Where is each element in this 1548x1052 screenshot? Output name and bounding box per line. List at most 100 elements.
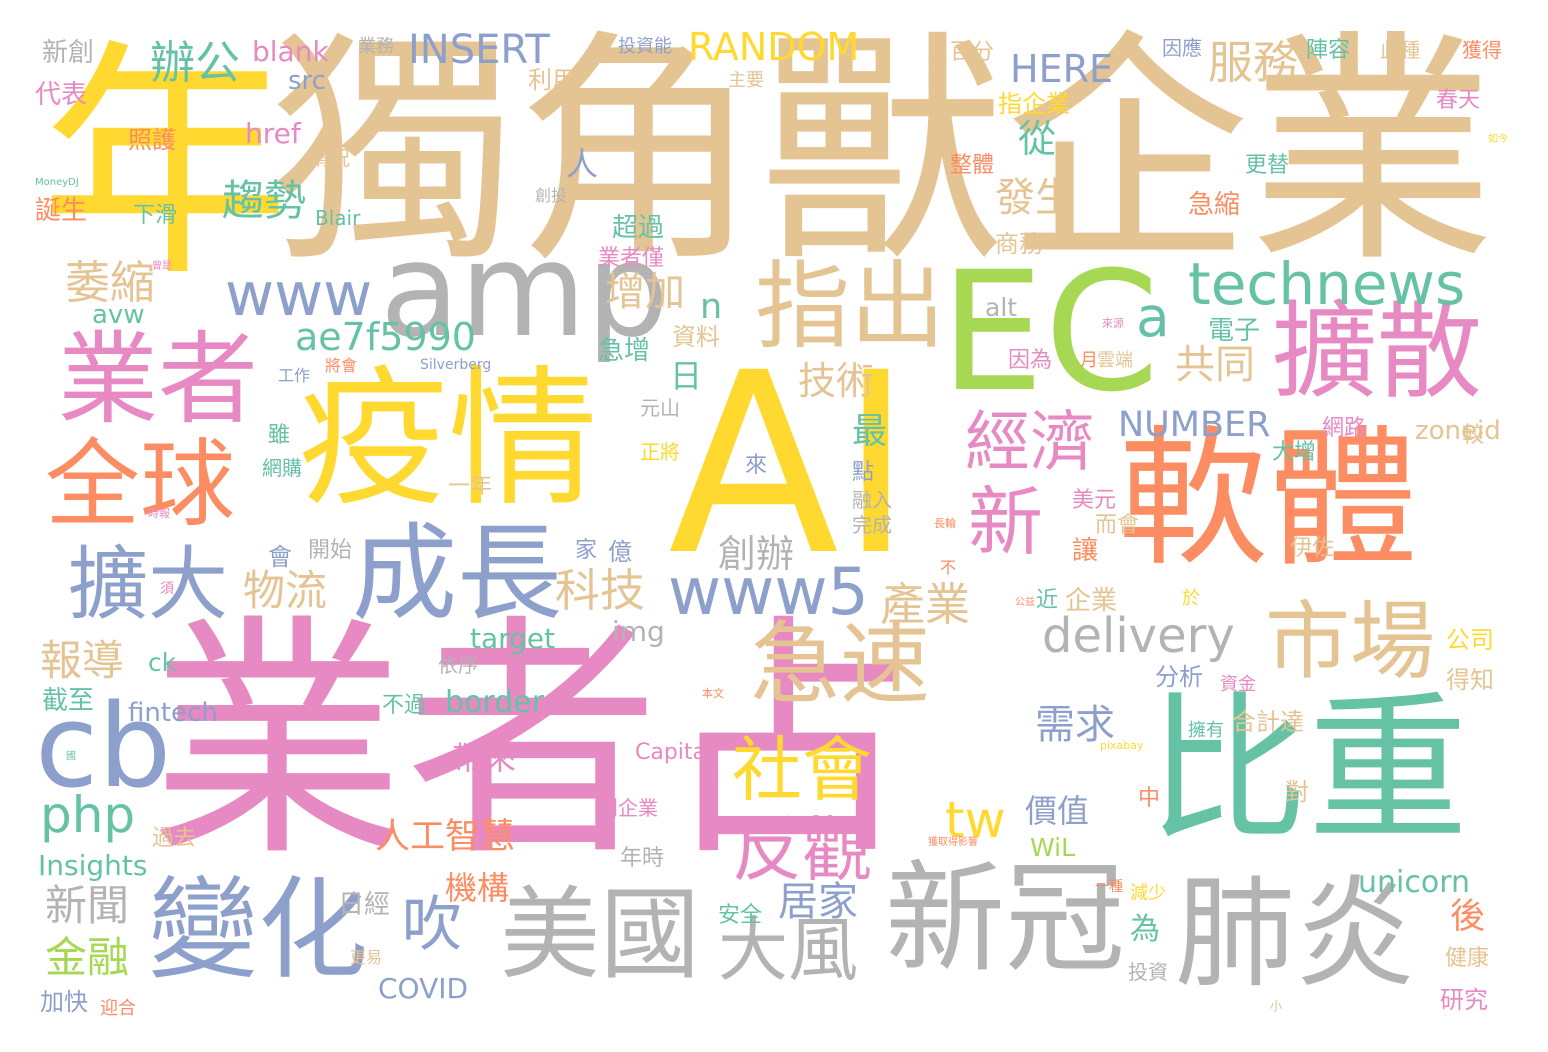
word: 本文 (702, 687, 724, 700)
word: 新 (968, 478, 1044, 566)
word: 經濟 (965, 405, 1096, 480)
word: 資金 (1220, 674, 1256, 695)
word: 近 (1036, 588, 1059, 613)
word: 不 (940, 558, 957, 577)
word: 完成 (852, 513, 892, 537)
word: 價值 (1025, 792, 1090, 830)
word: 百分 (950, 40, 995, 65)
word: 時報 (148, 507, 170, 520)
word: 服務 (1208, 36, 1299, 89)
word: 疫情 (298, 353, 599, 527)
word: 獨角獸企業 (270, 10, 1495, 295)
word: 一年 (448, 474, 493, 499)
word: 新聞 (45, 881, 130, 930)
word: 美元 (1072, 488, 1117, 513)
word: 物流 (243, 566, 328, 615)
word: 工作 (278, 366, 311, 385)
word: 社會 (732, 729, 872, 811)
word: 從 (1018, 117, 1057, 161)
word: 正將 (640, 440, 680, 464)
word: 情況 (310, 146, 350, 170)
word: 不過 (382, 693, 427, 718)
word: 商務 (995, 230, 1043, 258)
word: blank (252, 35, 329, 68)
word: 超過 (612, 213, 665, 243)
word: MoneyDJ (35, 177, 79, 188)
word: 人 (566, 145, 599, 183)
word: 家 (575, 538, 598, 563)
word: 網路 (1322, 416, 1367, 441)
word: 網購 (262, 456, 302, 480)
word: n (700, 287, 723, 327)
word: 公益 (1015, 597, 1035, 608)
word: 因為 (1008, 348, 1053, 373)
word: 伊佐 (1290, 536, 1335, 561)
word: 大風 (718, 909, 858, 991)
word: RANDOM (688, 25, 860, 69)
word: 需求 (1035, 702, 1115, 748)
word: 合計達 (1232, 708, 1304, 736)
word: 帶來 (452, 739, 517, 777)
word: COVID (378, 972, 469, 1005)
word: 成長 (352, 513, 563, 635)
word: tw (945, 791, 1006, 849)
word: zoneid (1415, 416, 1501, 446)
word: 反觀 (732, 809, 872, 891)
word: 長輪 (934, 517, 956, 530)
word: technews (1188, 250, 1466, 318)
word: 萎縮 (65, 256, 156, 309)
word: 來 (745, 453, 768, 478)
word: 人工智慧 (375, 817, 516, 857)
word: AI (668, 319, 913, 610)
word: INSERT (408, 27, 550, 73)
word: 照護 (128, 126, 176, 154)
word: 機構 (445, 869, 510, 907)
word: 年時 (620, 846, 665, 871)
word: 主要 (728, 70, 764, 91)
word: 變化 (148, 866, 368, 994)
word: cb (35, 680, 172, 814)
word: 獲得 (1462, 38, 1502, 62)
word: 截至 (42, 686, 95, 716)
word: 迎合 (100, 998, 136, 1019)
word: img (612, 615, 665, 648)
word: 趨勢 (222, 176, 307, 225)
word: 吹 (402, 890, 462, 960)
word: 點 (852, 460, 875, 485)
word: 擴大 (68, 538, 228, 631)
word: 資料 (672, 323, 720, 351)
word: 增加 (605, 269, 685, 315)
word: 急速 (750, 612, 930, 717)
word: 創企業 (598, 796, 658, 820)
word: 利用 (528, 66, 576, 94)
word: 大增 (1272, 440, 1317, 465)
word: 國 (66, 751, 76, 762)
word: target (470, 622, 556, 655)
word: 產業 (880, 578, 971, 631)
word: 日 (670, 357, 703, 395)
word: Blair (315, 206, 361, 230)
word: 來源 (1102, 317, 1124, 330)
word: amp (380, 214, 669, 366)
word: ae7f5990 (295, 315, 476, 359)
word: 業者 (58, 321, 258, 438)
word: 電子 (1208, 316, 1261, 346)
word: 對 (1285, 778, 1309, 806)
word: 因應 (1162, 36, 1202, 60)
word: 研究 (1440, 986, 1488, 1014)
word: 得知 (1446, 666, 1494, 694)
word: 擴散 (1272, 291, 1483, 413)
word: EC (940, 236, 1160, 428)
word: unicorn (1358, 865, 1471, 900)
word: 此種 (1380, 38, 1420, 62)
word: www5 (668, 555, 869, 630)
word: 業者占 (150, 594, 916, 891)
word: 居家 (778, 879, 858, 925)
word: border (445, 685, 545, 720)
word: 如今 (1488, 134, 1508, 145)
word: 更易 (350, 948, 383, 967)
word: 公司 (1446, 626, 1494, 654)
word: 業者僅 (598, 246, 665, 271)
word: 急增 (598, 336, 651, 366)
